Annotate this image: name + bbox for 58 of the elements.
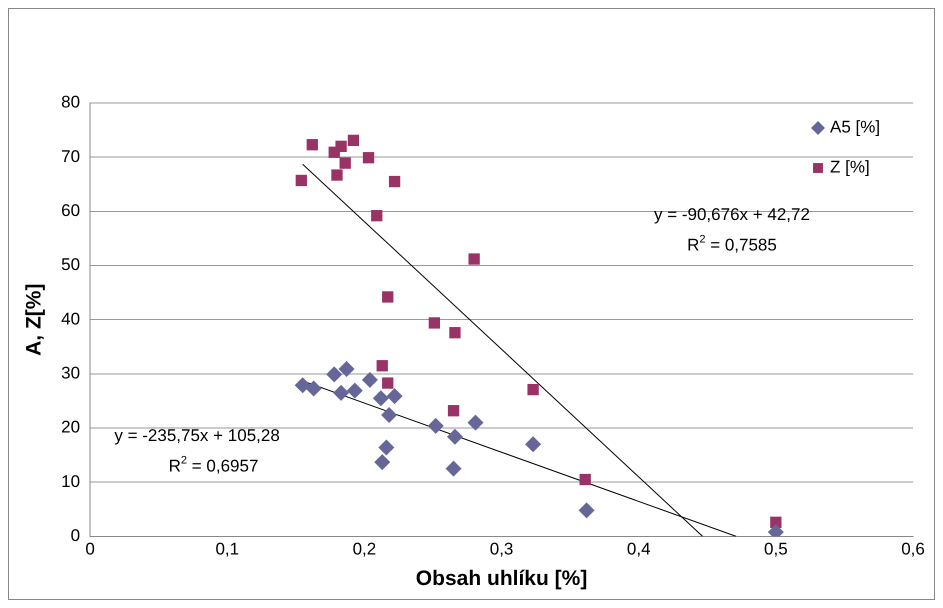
point — [382, 291, 394, 303]
annotation: y = -90,676x + 42,72 — [654, 205, 810, 224]
legend-label: Z [%] — [830, 158, 870, 177]
point — [580, 474, 591, 486]
x-axis-title: Obsah uhlíku [%] — [416, 567, 588, 590]
point — [578, 502, 595, 518]
point — [527, 384, 539, 396]
point — [448, 405, 460, 416]
point — [468, 253, 480, 265]
x-tick-label: 0,4 — [626, 539, 651, 558]
y-tick-label: 0 — [70, 526, 80, 546]
point — [340, 157, 351, 169]
y-tick-label: 20 — [61, 418, 80, 437]
point — [428, 418, 444, 434]
point — [306, 380, 322, 396]
point — [348, 134, 360, 146]
y-tick-label: 30 — [61, 364, 80, 383]
y-tick-label: 10 — [61, 472, 80, 491]
point — [446, 460, 462, 477]
legend-label: A5 [%] — [830, 118, 880, 137]
point — [449, 327, 461, 338]
point — [306, 139, 318, 150]
point — [428, 317, 440, 329]
point — [374, 454, 390, 470]
y-tick-label: 60 — [61, 201, 80, 220]
point — [378, 440, 394, 456]
y-tick-label: 40 — [61, 309, 80, 328]
annotation: y = -235,75x + 105,28 — [114, 426, 280, 446]
y-tick-label: 80 — [61, 92, 80, 112]
point — [333, 384, 350, 401]
point — [525, 436, 542, 452]
y-tick-label: 70 — [61, 146, 80, 166]
x-tick-label: 0,6 — [901, 539, 925, 558]
point — [338, 361, 355, 377]
point — [386, 388, 403, 404]
point — [388, 176, 400, 188]
point — [371, 210, 382, 222]
x-tick-label: 0,2 — [352, 539, 376, 558]
point — [331, 169, 343, 181]
point — [382, 377, 394, 389]
y-axis-title: A, Z[%] — [22, 284, 46, 356]
point — [446, 428, 463, 445]
point — [372, 390, 389, 406]
point — [467, 414, 484, 431]
x-tick-label: 0 — [85, 539, 95, 558]
point — [362, 372, 378, 388]
point — [346, 382, 363, 399]
point — [296, 174, 307, 186]
point — [294, 377, 311, 394]
point — [362, 152, 374, 164]
point — [328, 146, 340, 158]
point — [381, 407, 398, 424]
x-tick-label: 0,5 — [764, 539, 788, 558]
point — [326, 366, 342, 382]
y-tick-label: 50 — [61, 255, 80, 274]
x-tick-label: 0,1 — [215, 539, 240, 558]
x-tick-label: 0,3 — [490, 539, 514, 558]
point — [376, 360, 388, 372]
